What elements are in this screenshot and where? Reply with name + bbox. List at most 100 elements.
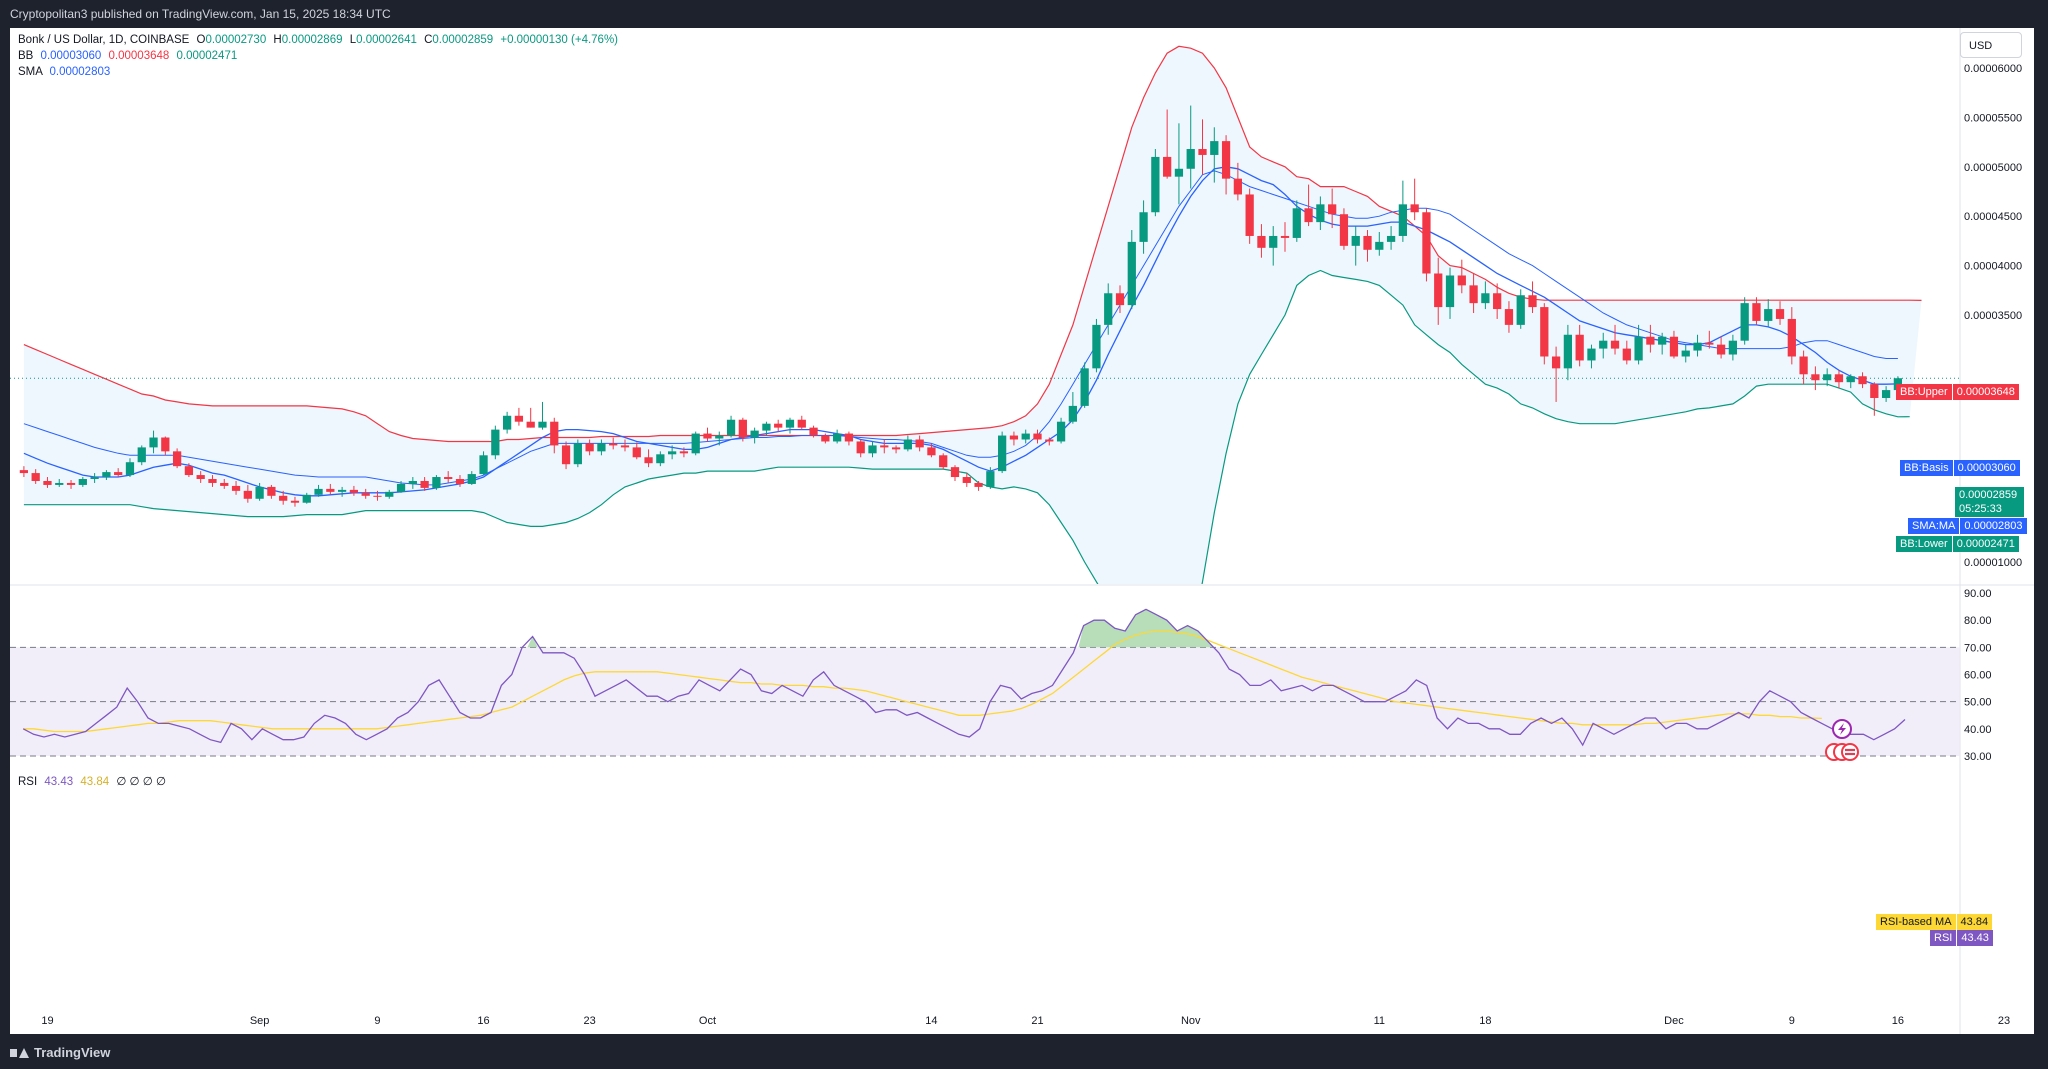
candle-body[interactable]: [797, 419, 806, 428]
candle-body[interactable]: [1292, 208, 1301, 238]
candle-body[interactable]: [1339, 214, 1349, 246]
candle-body[interactable]: [1221, 141, 1231, 179]
candle-body[interactable]: [644, 457, 653, 464]
candle-body[interactable]: [467, 474, 476, 484]
candle-body[interactable]: [1434, 273, 1443, 308]
candle-body[interactable]: [1764, 309, 1773, 321]
candle-body[interactable]: [491, 429, 500, 456]
candle-body[interactable]: [1787, 318, 1796, 357]
candle-body[interactable]: [66, 482, 76, 485]
candle-body[interactable]: [1257, 235, 1266, 248]
candle-body[interactable]: [656, 454, 665, 464]
candle-body[interactable]: [373, 495, 382, 497]
candle-body[interactable]: [1068, 405, 1077, 422]
candle-body[interactable]: [821, 435, 830, 442]
candle-body[interactable]: [856, 441, 865, 454]
candle-body[interactable]: [891, 447, 901, 450]
candle-body[interactable]: [267, 486, 276, 496]
candle-body[interactable]: [279, 495, 288, 501]
bb-legend[interactable]: BB 0.00003060 0.00003648 0.00002471: [18, 50, 237, 62]
candle-body[interactable]: [396, 483, 406, 492]
candle-body[interactable]: [408, 480, 417, 484]
sma-legend[interactable]: SMA 0.00002803: [18, 66, 110, 78]
candle-body[interactable]: [620, 445, 630, 448]
candle-body[interactable]: [550, 421, 559, 446]
candle-body[interactable]: [1210, 141, 1219, 155]
candle-body[interactable]: [538, 421, 547, 428]
candle-body[interactable]: [750, 430, 759, 438]
candle-body[interactable]: [585, 443, 594, 452]
candle-body[interactable]: [880, 445, 889, 448]
candle-body[interactable]: [220, 482, 229, 486]
candle-body[interactable]: [1575, 334, 1584, 361]
candle-body[interactable]: [915, 439, 924, 448]
candle-body[interactable]: [514, 415, 524, 422]
candle-body[interactable]: [43, 480, 52, 485]
candle-body[interactable]: [526, 421, 535, 428]
candle-body[interactable]: [561, 445, 571, 465]
candle-body[interactable]: [1669, 336, 1679, 357]
candle-body[interactable]: [1080, 368, 1089, 406]
candle-body[interactable]: [1563, 334, 1573, 369]
candle-body[interactable]: [1151, 156, 1160, 213]
candle-body[interactable]: [337, 489, 347, 492]
candle-body[interactable]: [1870, 384, 1879, 398]
candle-body[interactable]: [1410, 204, 1419, 213]
candle-body[interactable]: [1445, 275, 1455, 308]
candle-body[interactable]: [1504, 309, 1514, 325]
candle-body[interactable]: [1127, 241, 1136, 306]
candle-body[interactable]: [1516, 295, 1525, 325]
candle-body[interactable]: [479, 455, 488, 475]
chart-canvas[interactable]: 0.00006000 0.00005500 0.00005000 0.00004500…: [10, 28, 2034, 1034]
candle-body[interactable]: [1799, 356, 1808, 375]
candle-body[interactable]: [326, 488, 335, 492]
candle-body[interactable]: [903, 439, 912, 450]
candle-body[interactable]: [1881, 390, 1891, 398]
candle-body[interactable]: [1752, 303, 1761, 321]
candle-body[interactable]: [1587, 348, 1596, 361]
candle-body[interactable]: [1728, 340, 1738, 355]
candle-body[interactable]: [1363, 235, 1372, 250]
economic-event-flags-icon[interactable]: [1825, 743, 1859, 761]
candle-body[interactable]: [1139, 212, 1148, 242]
candle-body[interactable]: [455, 479, 465, 484]
candle-body[interactable]: [1375, 241, 1384, 250]
candle-body[interactable]: [444, 477, 453, 480]
candle-body[interactable]: [1115, 293, 1125, 306]
candle-body[interactable]: [196, 475, 205, 480]
candle-body[interactable]: [125, 462, 135, 476]
candle-body[interactable]: [385, 491, 394, 497]
candle-body[interactable]: [1163, 156, 1172, 177]
candle-body[interactable]: [703, 433, 712, 439]
candle-body[interactable]: [738, 419, 747, 438]
candle-body[interactable]: [1481, 293, 1490, 304]
candle-body[interactable]: [833, 433, 842, 442]
candle-body[interactable]: [1775, 309, 1785, 319]
candle-body[interactable]: [1316, 204, 1325, 223]
candle-body[interactable]: [974, 482, 983, 487]
candle-body[interactable]: [573, 443, 582, 465]
candle-body[interactable]: [1186, 149, 1195, 169]
candle-body[interactable]: [609, 443, 618, 446]
candle-body[interactable]: [1033, 433, 1042, 440]
candle-body[interactable]: [255, 486, 264, 499]
candle-body[interactable]: [231, 485, 241, 491]
candle-body[interactable]: [1858, 376, 1867, 385]
candle-body[interactable]: [302, 494, 311, 503]
candle-body[interactable]: [939, 455, 948, 468]
candle-body[interactable]: [691, 433, 700, 454]
candle-body[interactable]: [1846, 376, 1855, 383]
candle-body[interactable]: [1245, 194, 1254, 236]
candle-body[interactable]: [1398, 204, 1407, 236]
candle-body[interactable]: [349, 489, 359, 493]
candle-body[interactable]: [1811, 374, 1820, 381]
candle-body[interactable]: [149, 437, 158, 448]
candle-body[interactable]: [1104, 293, 1113, 325]
candle-body[interactable]: [1056, 421, 1066, 442]
candle-body[interactable]: [1705, 342, 1714, 345]
candle-body[interactable]: [1304, 208, 1313, 223]
candle-body[interactable]: [1658, 336, 1667, 345]
candle-body[interactable]: [1716, 344, 1726, 355]
candle-body[interactable]: [726, 419, 736, 436]
candle-body[interactable]: [1540, 307, 1549, 357]
